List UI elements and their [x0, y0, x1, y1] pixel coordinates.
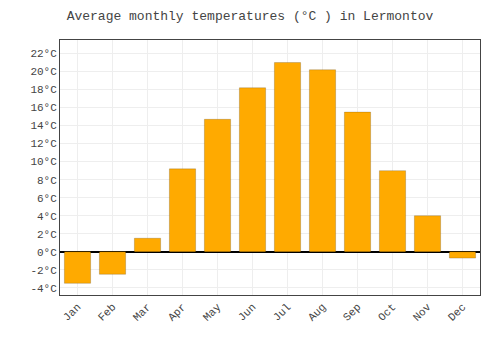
svg-text:16°C: 16°C — [30, 102, 57, 114]
svg-text:-4°C: -4°C — [30, 283, 57, 295]
svg-text:22°C: 22°C — [30, 48, 57, 60]
svg-text:Jul: Jul — [271, 301, 293, 323]
svg-text:10°C: 10°C — [30, 156, 57, 168]
svg-text:Feb: Feb — [96, 301, 118, 323]
svg-text:Oct: Oct — [376, 301, 398, 323]
svg-text:Sep: Sep — [341, 301, 363, 323]
svg-text:Apr: Apr — [166, 301, 188, 323]
svg-text:12°C: 12°C — [30, 138, 57, 150]
svg-text:6°C: 6°C — [37, 193, 57, 205]
svg-text:2°C: 2°C — [37, 229, 57, 241]
svg-text:4°C: 4°C — [37, 211, 57, 223]
svg-text:18°C: 18°C — [30, 84, 57, 96]
svg-text:May: May — [201, 301, 224, 324]
svg-text:Dec: Dec — [446, 301, 468, 323]
svg-text:Jun: Jun — [236, 301, 258, 323]
svg-text:14°C: 14°C — [30, 120, 57, 132]
svg-text:Nov: Nov — [411, 301, 434, 324]
svg-text:8°C: 8°C — [37, 175, 57, 187]
svg-text:Aug: Aug — [306, 301, 328, 323]
svg-text:0°C: 0°C — [37, 247, 57, 259]
svg-text:Average monthly temperatures (: Average monthly temperatures (°C ) in Le… — [67, 9, 434, 24]
svg-text:Mar: Mar — [131, 301, 153, 323]
svg-text:Jan: Jan — [61, 301, 83, 323]
svg-text:20°C: 20°C — [30, 66, 57, 78]
svg-text:-2°C: -2°C — [30, 265, 57, 277]
